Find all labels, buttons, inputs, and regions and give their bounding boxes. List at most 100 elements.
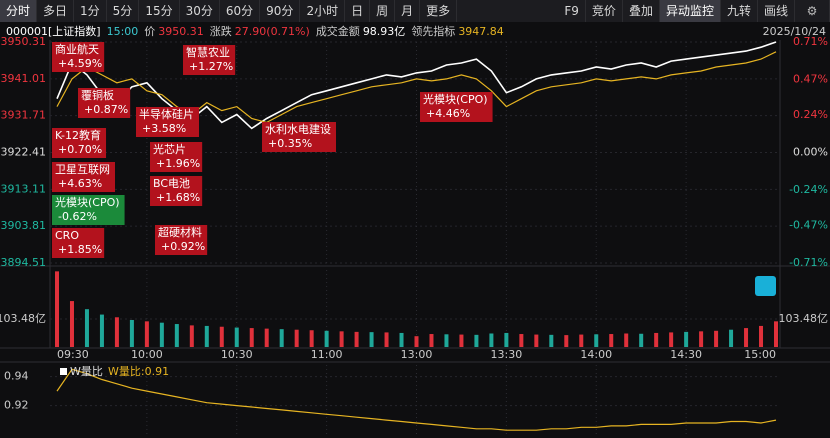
sector-tag: 光模块(CPO)-0.62% xyxy=(52,195,125,225)
volume-bar xyxy=(55,271,59,347)
volume-bar xyxy=(759,325,764,347)
tag-box xyxy=(150,142,203,172)
change: 27.90(0.71%) xyxy=(234,24,310,38)
toolbar-tab[interactable]: 90分 xyxy=(260,0,301,22)
tag-name: BC电池 xyxy=(153,177,190,190)
settings-icon[interactable]: ⚙ xyxy=(795,0,830,22)
volume-bar xyxy=(144,321,149,347)
quote-header: 000001[上证指数] 15:00 价 3950.31 涨跌 27.90(0.… xyxy=(0,22,830,40)
toolbar-tab[interactable]: 日 xyxy=(345,0,371,22)
tag-change: +1.96% xyxy=(156,157,200,170)
volume-bar xyxy=(399,332,404,347)
x-tick-label: 10:00 xyxy=(131,348,163,361)
tag-name: 光模块(CPO) xyxy=(55,195,120,209)
toolbar-tab[interactable]: 叠加 xyxy=(623,0,660,22)
tag-box xyxy=(52,162,115,192)
volume-bar xyxy=(339,331,344,347)
x-tick-label: 15:00 xyxy=(744,348,776,361)
volume-bar xyxy=(594,334,599,347)
volume-bar xyxy=(84,309,89,347)
volume-bar xyxy=(684,331,689,347)
volume-bar xyxy=(429,334,434,347)
tag-name: 光模块(CPO) xyxy=(423,92,488,106)
toolbar-tab[interactable]: 多日 xyxy=(37,0,75,22)
tag-change: +0.92% xyxy=(161,240,205,253)
toolbar-tab[interactable]: 九转 xyxy=(721,0,758,22)
toolbar-tab[interactable]: 30分 xyxy=(180,0,220,22)
tag-name: CRO xyxy=(55,229,79,242)
tag-name: 商业航天 xyxy=(55,42,99,56)
volume-bar xyxy=(519,334,524,347)
sector-tag: BC电池+1.68% xyxy=(150,176,203,206)
series-line xyxy=(56,51,777,124)
tag-name: 光芯片 xyxy=(153,142,186,156)
tag-box xyxy=(183,45,236,75)
toolbar-tab[interactable]: 5分 xyxy=(107,0,140,22)
volume-bar xyxy=(354,331,359,347)
toolbar-tab[interactable]: F9 xyxy=(558,0,586,22)
volume-bar xyxy=(474,334,479,347)
sector-tag: 超硬材料+0.92% xyxy=(155,225,208,255)
toolbar-tab[interactable]: 1分 xyxy=(74,0,107,22)
volume-bar xyxy=(744,328,749,347)
y-tick-label: 3950.31 xyxy=(1,35,47,48)
leading-label: 领先指标 xyxy=(411,25,456,38)
volume-bar xyxy=(639,333,644,347)
tag-name: 水利水电建设 xyxy=(265,122,331,136)
tag-change: +1.85% xyxy=(58,243,102,256)
volume-bar xyxy=(324,330,329,347)
tag-change: +1.27% xyxy=(189,60,233,73)
toolbar-tab[interactable]: 15分 xyxy=(139,0,180,22)
tag-change: +1.68% xyxy=(156,191,200,204)
x-tick-label: 10:30 xyxy=(221,348,253,361)
tag-box xyxy=(150,176,203,206)
tag-box xyxy=(136,107,199,137)
toolbar-tab[interactable]: 异动监控 xyxy=(659,0,721,22)
turnover-label: 成交金额 xyxy=(315,25,360,38)
sector-tag: 覆铜板+0.87% xyxy=(78,88,131,118)
toolbar-tab[interactable]: 周 xyxy=(370,0,396,22)
y-tick-label: 3941.01 xyxy=(1,72,47,85)
volume-bar xyxy=(444,334,449,347)
y-tick-label: 103.48亿 xyxy=(0,312,46,325)
tag-box xyxy=(52,195,125,225)
x-tick-label: 13:00 xyxy=(401,348,433,361)
toolbar-tab[interactable]: 画线 xyxy=(758,0,795,22)
volume-bar xyxy=(99,314,104,347)
x-tick-label: 09:30 xyxy=(57,348,89,361)
tag-name: 智慧农业 xyxy=(186,45,230,59)
tag-name: 超硬材料 xyxy=(158,225,202,239)
sector-tag: K-12教育+0.70% xyxy=(52,128,107,158)
volume-bar xyxy=(549,334,554,347)
y2-tick-label: 0.00% xyxy=(793,146,828,159)
overlay-icon xyxy=(755,276,776,296)
toolbar-tab[interactable]: 月 xyxy=(395,0,421,22)
tag-change: +4.63% xyxy=(58,177,102,190)
tag-change: +0.35% xyxy=(268,137,312,150)
tag-box xyxy=(262,122,336,152)
volume-bar xyxy=(174,324,179,347)
legend-label: W量比 xyxy=(70,365,103,378)
volume-bar xyxy=(459,334,464,347)
tag-change: +0.70% xyxy=(58,143,102,156)
toolbar-tab[interactable]: 60分 xyxy=(220,0,261,22)
toolbar-tab[interactable]: 竞价 xyxy=(586,0,623,22)
volume-bar xyxy=(504,332,509,347)
toolbar-tab[interactable]: 更多 xyxy=(420,0,458,22)
tag-box xyxy=(52,128,107,158)
tag-name: 覆铜板 xyxy=(81,88,114,102)
leading-value: 3947.84 xyxy=(458,24,504,38)
sector-tag: 卫星互联网+4.63% xyxy=(52,162,115,192)
volume-bar xyxy=(729,329,734,347)
volume-bar xyxy=(279,329,284,347)
y-tick-label: 0.94 xyxy=(4,370,29,383)
toolbar-tab[interactable]: 2小时 xyxy=(300,0,346,22)
current-value: W量比:0.91 xyxy=(108,365,169,378)
price: 3950.31 xyxy=(158,24,204,38)
toolbar-tab[interactable]: 分时 xyxy=(0,0,38,22)
volume-bar xyxy=(189,325,194,347)
volume-bar xyxy=(564,335,569,347)
tag-change: +4.59% xyxy=(58,57,102,70)
